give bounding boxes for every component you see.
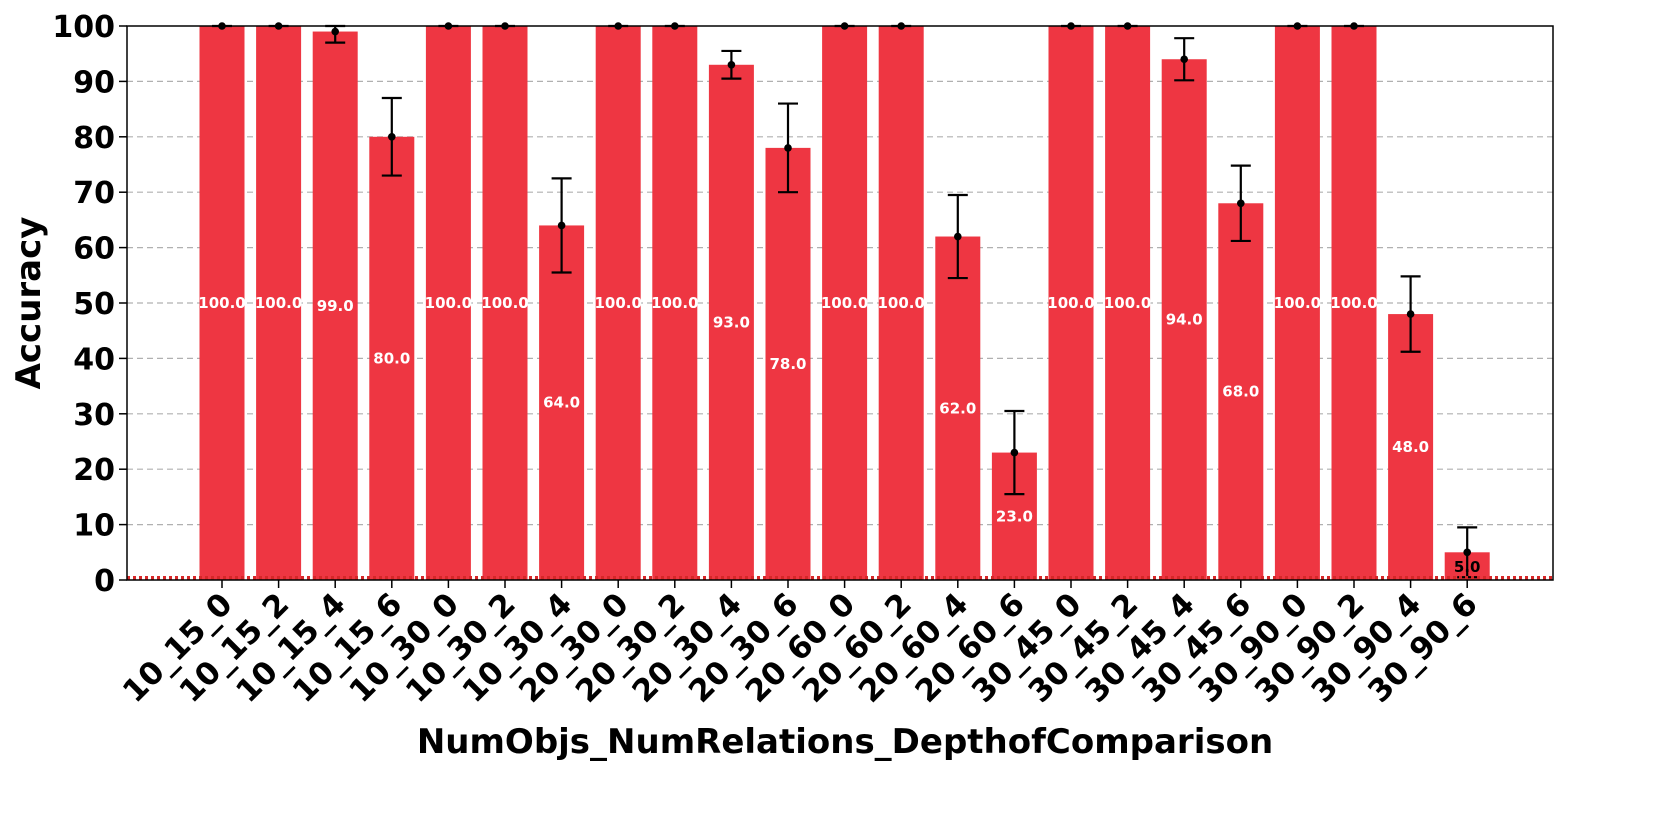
mean-point <box>784 144 792 152</box>
y-tick-label: 40 <box>73 342 115 377</box>
mean-point <box>954 232 962 241</box>
bar <box>1274 26 1320 580</box>
bar-value-label: 100.0 <box>425 294 472 312</box>
bar-value-label: 100.0 <box>1047 294 1094 312</box>
bar <box>1161 59 1207 581</box>
bar-value-label: 48.0 <box>1392 438 1429 456</box>
bar-value-label: 100.0 <box>821 294 868 312</box>
y-axis-ticks: 0 10 20 30 40 50 60 70 80 90 100 <box>52 10 127 599</box>
y-tick-label: 0 <box>94 564 115 599</box>
bar-value-label: 100.0 <box>651 294 698 312</box>
x-axis-ticks: 10_15_010_15_210_15_410_15_610_30_010_30… <box>116 580 1485 710</box>
bar <box>1331 26 1377 580</box>
bar <box>652 26 698 580</box>
bar-value-label: 93.0 <box>713 313 750 331</box>
bar-value-label: 100.0 <box>481 294 528 312</box>
mean-point <box>1180 55 1188 64</box>
bar-value-label: 23.0 <box>996 507 1033 525</box>
bar <box>425 26 471 580</box>
mean-point <box>1406 310 1415 318</box>
y-tick-label: 90 <box>73 65 115 100</box>
bar-value-label: 100.0 <box>198 294 245 312</box>
y-tick-label: 50 <box>73 287 115 322</box>
mean-point <box>388 133 396 141</box>
bar <box>765 147 811 580</box>
y-tick-label: 70 <box>73 176 115 211</box>
x-axis-title: NumObjs_NumRelations_DepthofComparison <box>417 722 1273 762</box>
bar-value-label: 68.0 <box>1222 383 1259 401</box>
bar-value-label: 100.0 <box>594 294 641 312</box>
bar-value-label: 64.0 <box>543 394 580 412</box>
mean-point <box>331 27 340 36</box>
bars <box>199 26 1490 581</box>
bar-value-label: 94.0 <box>1166 311 1203 329</box>
bar <box>312 31 358 581</box>
mean-point <box>727 60 736 69</box>
y-tick-label: 100 <box>52 10 115 45</box>
y-tick-label: 30 <box>73 398 115 433</box>
bar <box>878 26 924 580</box>
bar <box>822 26 868 580</box>
y-tick-label: 20 <box>73 453 115 488</box>
bar-value-label: 78.0 <box>769 355 806 373</box>
bar <box>935 236 981 580</box>
bar <box>1048 26 1094 580</box>
mean-point <box>1237 199 1245 208</box>
mean-point <box>1010 448 1019 457</box>
y-tick-label: 80 <box>73 121 115 156</box>
bar-value-label: 100.0 <box>1274 294 1321 312</box>
bar-value-label: 99.0 <box>317 297 354 315</box>
bar <box>539 225 585 580</box>
bar-value-label: 100.0 <box>1330 294 1377 312</box>
bar-value-label: 100.0 <box>877 294 924 312</box>
bar <box>256 26 302 580</box>
y-axis-title: Accuracy <box>9 217 49 390</box>
bar <box>1388 314 1434 580</box>
y-tick-label: 10 <box>73 509 115 544</box>
bar-value-label: 80.0 <box>373 349 410 367</box>
bar-value-label: 62.0 <box>939 399 976 417</box>
bar-value-label: 100.0 <box>1104 294 1151 312</box>
bar-value-label: 100.0 <box>255 294 302 312</box>
bar-value-label: 5.0 <box>1454 558 1481 576</box>
bar <box>199 26 245 580</box>
mean-point <box>557 221 566 230</box>
y-tick-label: 60 <box>73 232 115 267</box>
bar <box>369 136 415 581</box>
bar-value-labels: 100.0 100.0 99.0 80.0 100.0 100.0 64.0 100.0 100… <box>198 294 1480 576</box>
bar <box>1105 26 1151 580</box>
bar <box>482 26 528 580</box>
bar <box>595 26 641 580</box>
bar <box>708 64 754 580</box>
mean-point <box>1463 548 1471 557</box>
bar <box>1218 203 1264 580</box>
